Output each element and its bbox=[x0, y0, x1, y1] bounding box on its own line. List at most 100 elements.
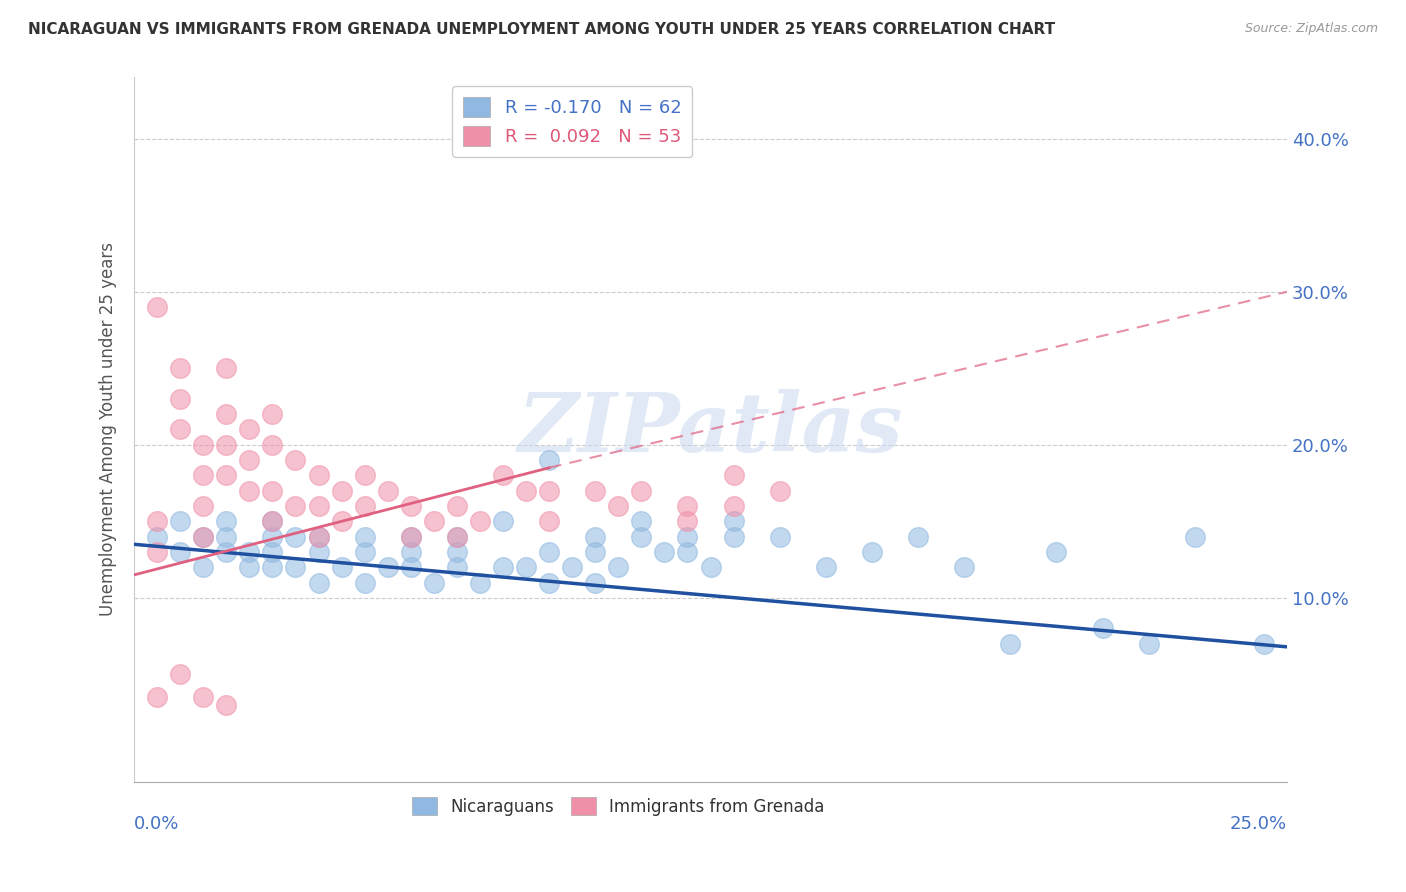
Point bbox=[193, 530, 215, 544]
Point bbox=[492, 514, 515, 528]
Point bbox=[262, 545, 284, 559]
Point bbox=[699, 560, 721, 574]
Point bbox=[423, 514, 446, 528]
Point bbox=[353, 468, 375, 483]
Point bbox=[676, 530, 699, 544]
Point bbox=[468, 575, 491, 590]
Point bbox=[468, 514, 491, 528]
Text: 25.0%: 25.0% bbox=[1230, 815, 1286, 833]
Point bbox=[215, 438, 238, 452]
Point bbox=[169, 361, 191, 376]
Point bbox=[284, 560, 307, 574]
Point bbox=[583, 483, 606, 498]
Point bbox=[308, 545, 330, 559]
Point bbox=[1184, 530, 1206, 544]
Point bbox=[284, 499, 307, 513]
Point bbox=[262, 483, 284, 498]
Point bbox=[723, 514, 745, 528]
Point bbox=[169, 667, 191, 681]
Point bbox=[215, 514, 238, 528]
Point bbox=[169, 545, 191, 559]
Point bbox=[193, 438, 215, 452]
Point bbox=[1137, 637, 1160, 651]
Point bbox=[630, 483, 652, 498]
Point bbox=[446, 560, 468, 574]
Point bbox=[1045, 545, 1067, 559]
Point bbox=[330, 560, 353, 574]
Point bbox=[262, 560, 284, 574]
Point bbox=[538, 575, 561, 590]
Point bbox=[262, 514, 284, 528]
Point bbox=[193, 530, 215, 544]
Point bbox=[193, 468, 215, 483]
Point bbox=[353, 499, 375, 513]
Point bbox=[515, 560, 537, 574]
Point bbox=[860, 545, 883, 559]
Text: NICARAGUAN VS IMMIGRANTS FROM GRENADA UNEMPLOYMENT AMONG YOUTH UNDER 25 YEARS CO: NICARAGUAN VS IMMIGRANTS FROM GRENADA UN… bbox=[28, 22, 1056, 37]
Point bbox=[769, 483, 792, 498]
Point bbox=[515, 483, 537, 498]
Point bbox=[146, 514, 169, 528]
Point bbox=[262, 407, 284, 421]
Point bbox=[238, 453, 260, 467]
Point bbox=[446, 530, 468, 544]
Point bbox=[446, 499, 468, 513]
Point bbox=[330, 483, 353, 498]
Point bbox=[215, 468, 238, 483]
Point bbox=[538, 545, 561, 559]
Point bbox=[907, 530, 929, 544]
Point bbox=[399, 499, 422, 513]
Point bbox=[169, 392, 191, 406]
Point bbox=[1091, 622, 1114, 636]
Point bbox=[215, 545, 238, 559]
Point bbox=[377, 483, 399, 498]
Point bbox=[238, 483, 260, 498]
Point bbox=[1000, 637, 1022, 651]
Text: ZIPatlas: ZIPatlas bbox=[517, 390, 903, 469]
Point bbox=[262, 530, 284, 544]
Text: Source: ZipAtlas.com: Source: ZipAtlas.com bbox=[1244, 22, 1378, 36]
Point bbox=[676, 514, 699, 528]
Point bbox=[1253, 637, 1275, 651]
Legend: Nicaraguans, Immigrants from Grenada: Nicaraguans, Immigrants from Grenada bbox=[405, 790, 831, 822]
Point bbox=[953, 560, 976, 574]
Point bbox=[308, 468, 330, 483]
Point bbox=[538, 514, 561, 528]
Point bbox=[146, 545, 169, 559]
Point bbox=[492, 468, 515, 483]
Point bbox=[446, 545, 468, 559]
Point bbox=[723, 499, 745, 513]
Point bbox=[814, 560, 837, 574]
Point bbox=[399, 530, 422, 544]
Point bbox=[583, 530, 606, 544]
Point bbox=[769, 530, 792, 544]
Point bbox=[238, 545, 260, 559]
Point bbox=[446, 530, 468, 544]
Point bbox=[193, 560, 215, 574]
Point bbox=[607, 560, 630, 574]
Point bbox=[607, 499, 630, 513]
Point bbox=[146, 530, 169, 544]
Point bbox=[193, 499, 215, 513]
Point bbox=[169, 422, 191, 436]
Point bbox=[215, 361, 238, 376]
Point bbox=[308, 499, 330, 513]
Point bbox=[377, 560, 399, 574]
Point bbox=[583, 575, 606, 590]
Point bbox=[630, 530, 652, 544]
Y-axis label: Unemployment Among Youth under 25 years: Unemployment Among Youth under 25 years bbox=[100, 243, 117, 616]
Point bbox=[630, 514, 652, 528]
Point bbox=[399, 560, 422, 574]
Point bbox=[423, 575, 446, 590]
Point bbox=[215, 530, 238, 544]
Point bbox=[723, 468, 745, 483]
Point bbox=[676, 545, 699, 559]
Point bbox=[583, 545, 606, 559]
Point bbox=[561, 560, 583, 574]
Point bbox=[284, 453, 307, 467]
Point bbox=[308, 530, 330, 544]
Point bbox=[676, 499, 699, 513]
Point bbox=[169, 514, 191, 528]
Point bbox=[215, 407, 238, 421]
Point bbox=[262, 438, 284, 452]
